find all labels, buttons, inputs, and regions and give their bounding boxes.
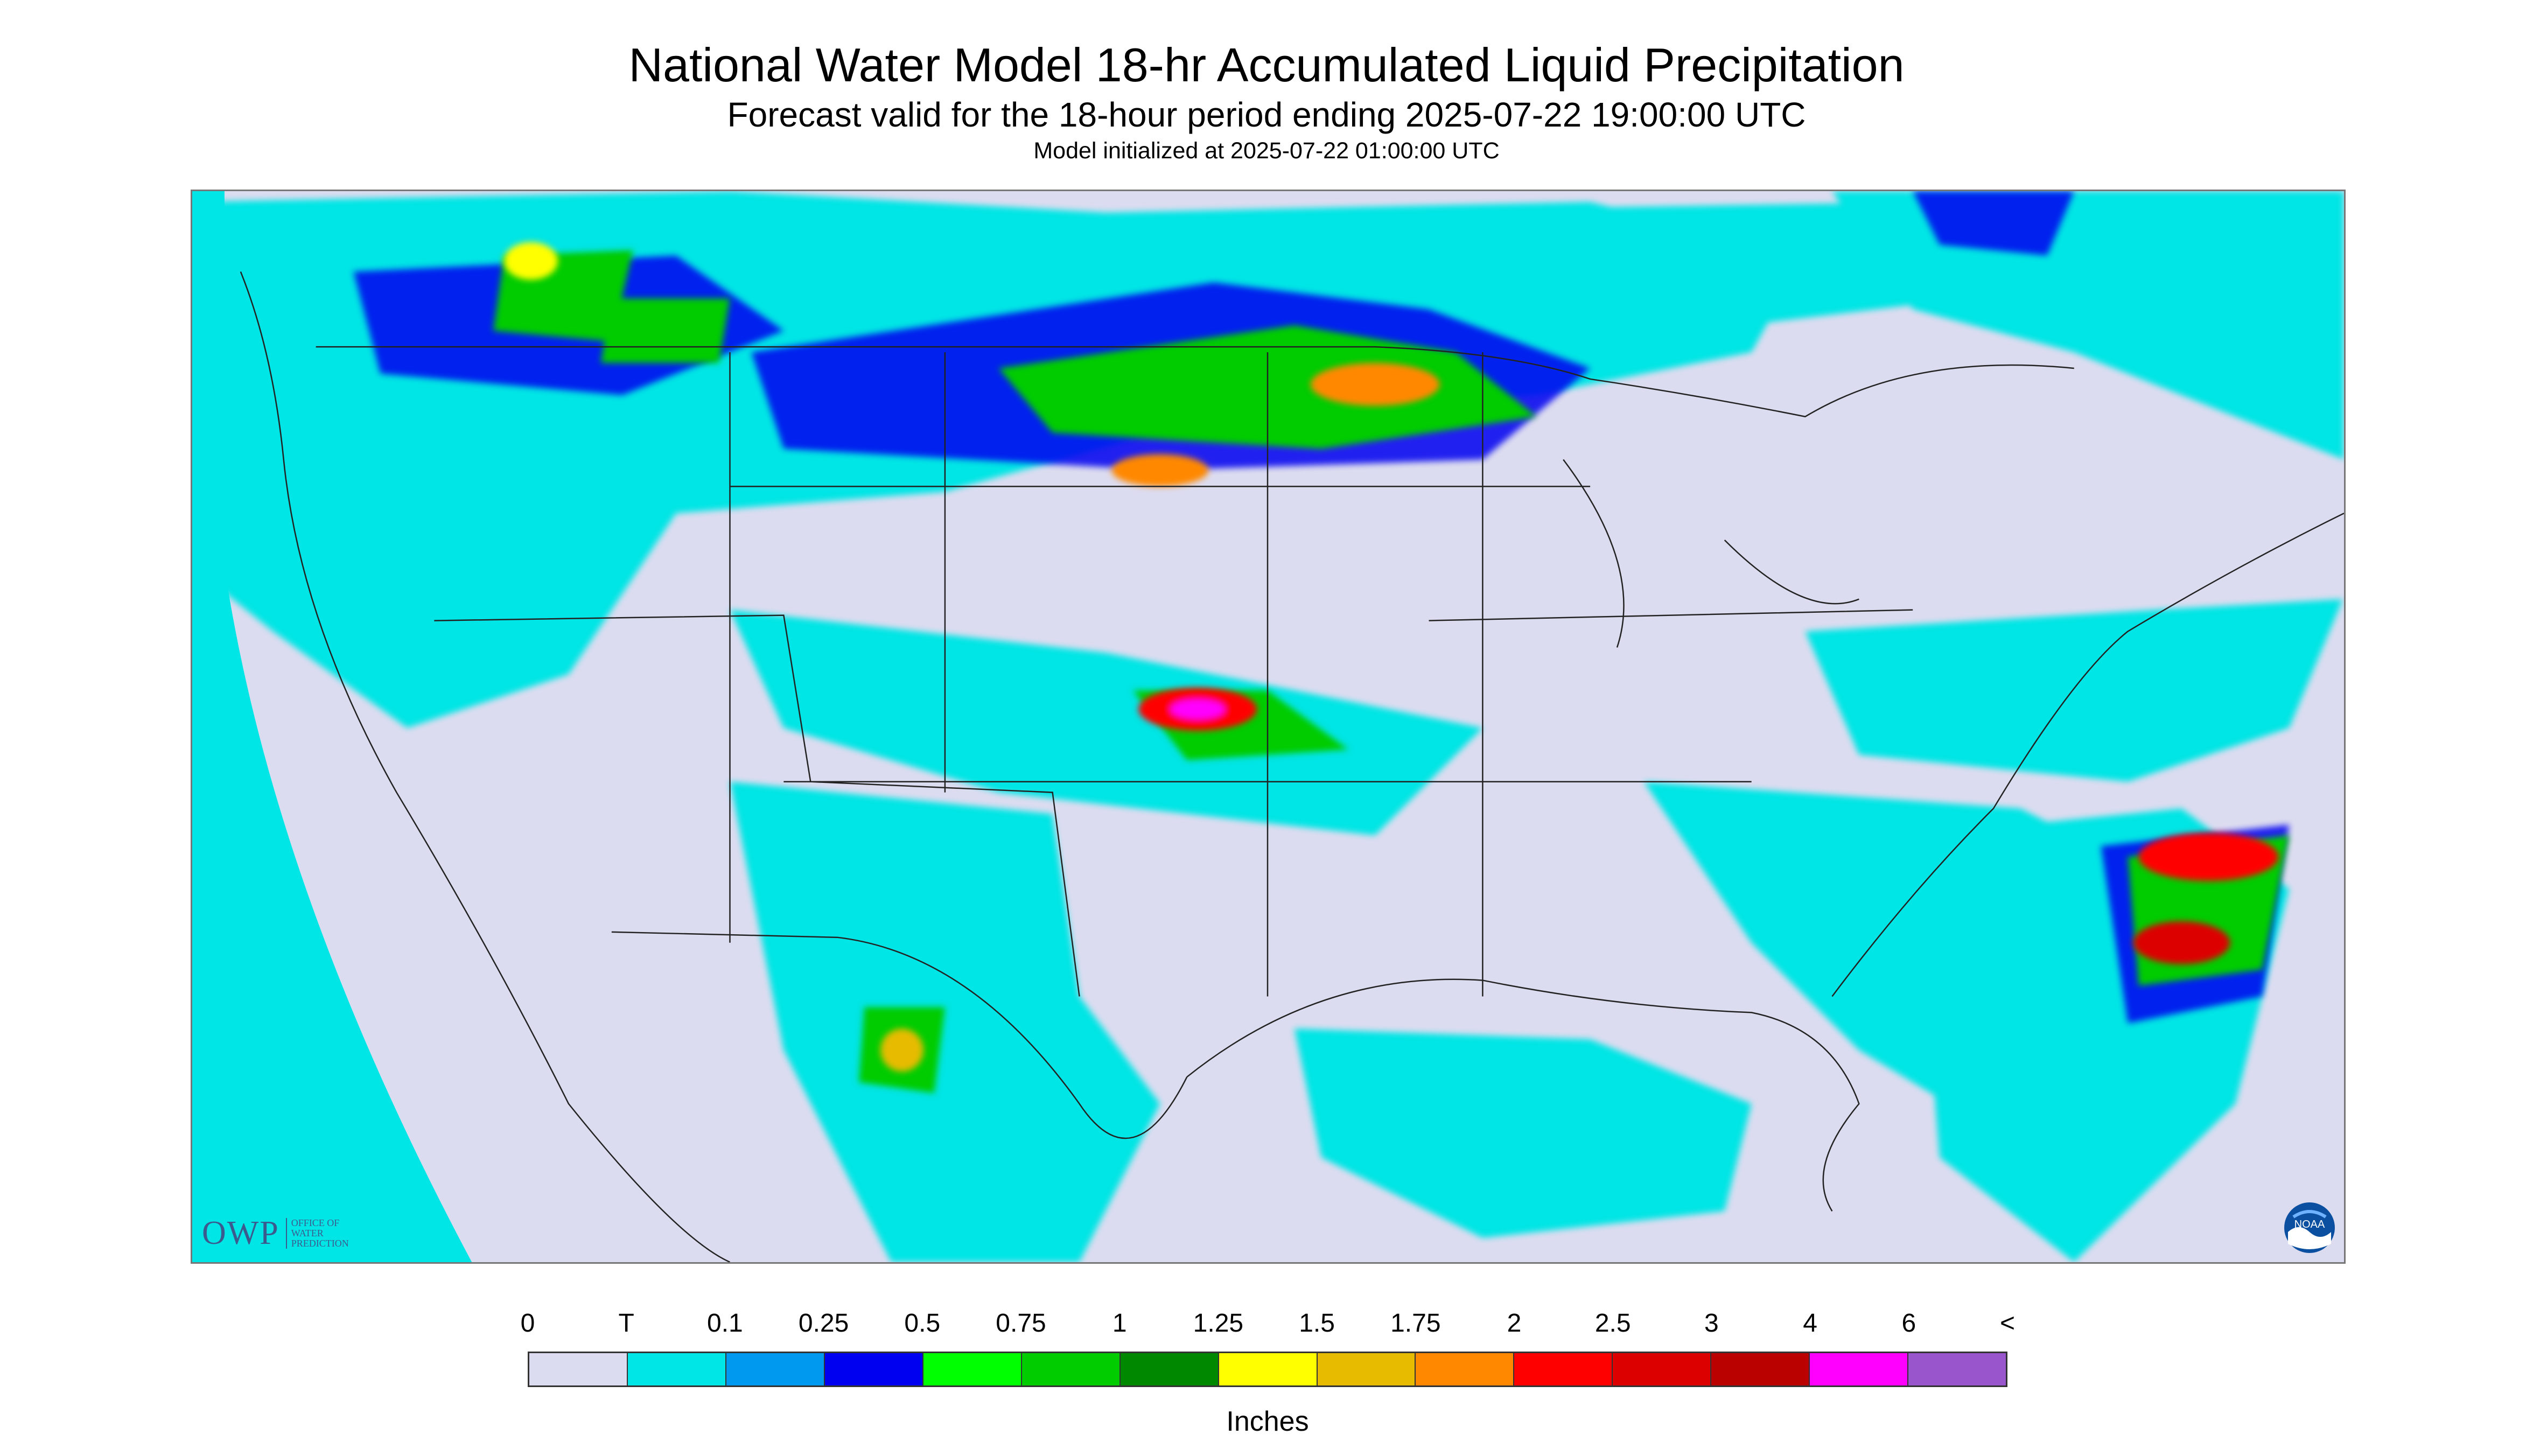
legend-tick-label: 1.5 xyxy=(1299,1309,1335,1338)
legend-swatch xyxy=(1613,1353,1712,1385)
map-canvas xyxy=(192,191,2344,1262)
legend-tick-label: 6 xyxy=(1901,1309,1916,1338)
canada-border xyxy=(316,346,2074,418)
legend-units-label: Inches xyxy=(1226,1406,1309,1437)
map-boundaries xyxy=(240,271,2344,1262)
legend-swatch xyxy=(726,1353,825,1385)
mexico-border xyxy=(611,931,1188,1139)
legend-tick-label: 0.1 xyxy=(707,1309,743,1338)
owp-logo-subtitle: OFFICE OF WATER PREDICTION xyxy=(285,1218,349,1249)
legend-tick-label: 1 xyxy=(1112,1309,1127,1338)
map-subtitle: Forecast valid for the 18-hour period en… xyxy=(727,95,1806,134)
legend-tick-label: 3 xyxy=(1704,1309,1719,1338)
great-lakes xyxy=(1563,459,1859,648)
legend-swatch xyxy=(1810,1353,1909,1385)
precipitation-map: OWP OFFICE OF WATER PREDICTION NOAA xyxy=(191,190,2346,1264)
domain-edge-west xyxy=(192,191,472,1262)
legend-swatch xyxy=(1416,1353,1515,1385)
legend-tick-label: < xyxy=(1999,1309,2016,1338)
legend-tick-label: 0 xyxy=(520,1309,535,1338)
legend-tick-label: 2 xyxy=(1507,1309,1522,1338)
noaa-logo-text: NOAA xyxy=(2294,1219,2325,1230)
legend-swatch xyxy=(1219,1353,1318,1385)
legend-swatch xyxy=(1514,1353,1613,1385)
legend-tick-label: 0.25 xyxy=(798,1309,849,1338)
owp-logo: OWP OFFICE OF WATER PREDICTION xyxy=(202,1214,349,1252)
legend-swatch xyxy=(1908,1353,2006,1385)
noaa-logo-icon: NOAA xyxy=(2284,1202,2335,1253)
legend-swatch xyxy=(824,1353,923,1385)
legend-tick-label: T xyxy=(618,1309,634,1338)
west-coast xyxy=(240,271,731,1262)
legend-tick-label: 0.75 xyxy=(996,1309,1046,1338)
gulf-coast xyxy=(1186,978,1860,1212)
model-init-line: Model initialized at 2025-07-22 01:00:00… xyxy=(1033,138,1500,164)
owp-logo-letters: OWP xyxy=(202,1215,279,1251)
legend-swatch xyxy=(529,1353,628,1385)
legend-tick-label: 4 xyxy=(1803,1309,1817,1338)
legend-swatch xyxy=(923,1353,1022,1385)
east-coast xyxy=(1831,513,2344,997)
state-line-3 xyxy=(730,486,1913,782)
precip-intense-cores xyxy=(504,242,2279,1072)
map-title: National Water Model 18-hr Accumulated L… xyxy=(628,38,1905,92)
legend-swatch xyxy=(1021,1353,1121,1385)
legend-tick-label: 0.5 xyxy=(904,1309,941,1338)
legend-tick-label: 1.25 xyxy=(1193,1309,1244,1338)
legend-tick-label: 2.5 xyxy=(1594,1309,1631,1338)
legend-swatch xyxy=(1317,1353,1416,1385)
legend-swatch xyxy=(1711,1353,1810,1385)
legend-tick-label: 1.75 xyxy=(1390,1309,1441,1338)
legend-swatch xyxy=(1120,1353,1219,1385)
legend-swatch xyxy=(627,1353,726,1385)
state-line-2 xyxy=(729,352,1484,997)
legend-color-bar xyxy=(528,1352,2007,1387)
